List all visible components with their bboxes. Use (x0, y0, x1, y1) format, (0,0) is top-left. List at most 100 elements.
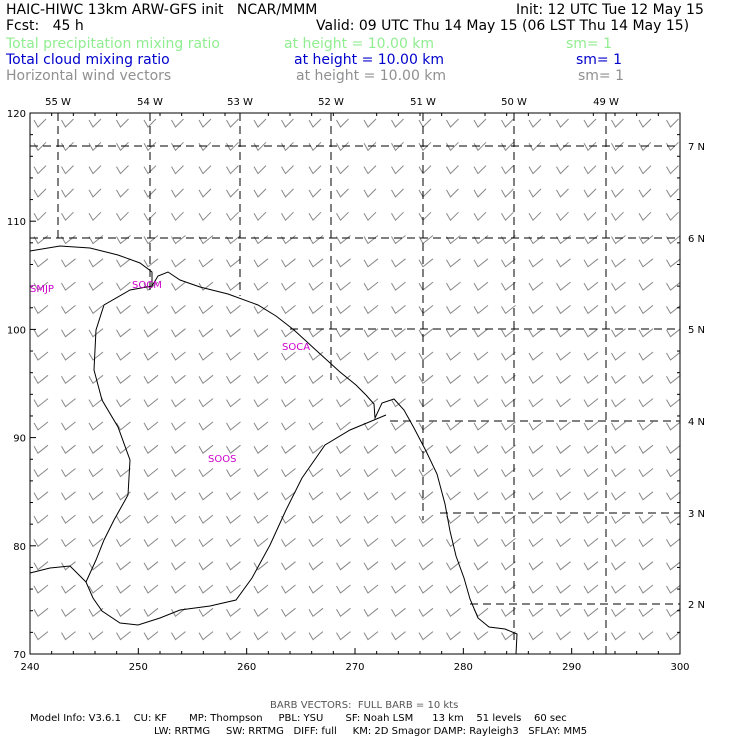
wind-barb (363, 118, 377, 128)
station-label: SOOS (208, 454, 236, 465)
wind-barb (363, 561, 379, 571)
wind-barb (473, 514, 489, 524)
wind-barb (391, 514, 406, 524)
wind-barb (198, 118, 212, 128)
wind-barb (281, 211, 294, 222)
wind-barb (171, 491, 186, 501)
wind-barb (61, 631, 76, 641)
longitude-label: 52 W (318, 97, 344, 108)
wind-barb (611, 538, 626, 548)
wind-barb (638, 584, 654, 594)
wind-barb (198, 165, 212, 175)
wind-barb (391, 631, 406, 641)
wind-barb (61, 235, 76, 245)
wind-barb (171, 165, 184, 175)
wind-barb (638, 211, 652, 222)
station-label: SOCM (132, 280, 162, 291)
wind-barb (363, 258, 379, 268)
wind-barb (583, 444, 599, 454)
wind-barb (281, 118, 294, 128)
wind-barb (446, 421, 461, 431)
wind-barb (33, 538, 49, 548)
wind-barb (446, 444, 461, 454)
wind-barb (143, 607, 159, 618)
wind-barb (253, 118, 267, 128)
field-wind-name: Horizontal wind vectors (6, 68, 172, 84)
wind-barb (501, 305, 516, 315)
wind-barb (391, 235, 406, 245)
wind-barb (363, 607, 379, 618)
wind-barb (116, 421, 131, 431)
wind-barb (61, 444, 76, 454)
wind-barb (253, 561, 269, 571)
wind-barb (226, 351, 241, 361)
wind-barb (116, 258, 131, 268)
wind-barb (363, 305, 379, 315)
wind-barb (611, 514, 626, 524)
wind-barb (446, 398, 461, 408)
wind-barb (198, 631, 214, 641)
wind-barb (501, 584, 516, 594)
wind-barb (281, 561, 296, 571)
wind-barb (666, 211, 679, 222)
wind-barb (418, 421, 434, 431)
wind-barb (418, 491, 434, 501)
wind-barb (33, 468, 49, 478)
y-tick-label: 120 (7, 109, 26, 120)
wind-barb (363, 374, 379, 385)
wind-barb (336, 281, 351, 291)
wind-barb (336, 468, 351, 478)
wind-barb (253, 235, 269, 245)
wind-barb (446, 491, 461, 501)
wind-barb (88, 374, 104, 385)
wind-barb (528, 211, 542, 222)
wind-barb (281, 631, 296, 641)
wind-barb (198, 235, 214, 245)
wind-barb (501, 631, 516, 641)
wind-barb (638, 561, 654, 571)
wind-barb (391, 491, 406, 501)
wind-barb (143, 351, 159, 361)
wind-barb (253, 514, 269, 524)
wind-barb (198, 351, 214, 361)
wind-barb (418, 607, 434, 618)
latitude-label: 6 N (688, 234, 705, 245)
wind-barb (473, 165, 487, 175)
border-french-guiana (85, 414, 387, 626)
wind-barb (171, 468, 186, 478)
wind-barb (116, 351, 131, 361)
longitude-label: 49 W (593, 97, 619, 108)
wind-barb (88, 468, 104, 478)
wind-barb (363, 631, 379, 641)
y-tick-label: 100 (7, 325, 26, 336)
wind-barb (391, 584, 406, 594)
wind-barb (33, 188, 47, 198)
wind-barb (418, 398, 434, 408)
wind-barb (88, 514, 104, 524)
x-tick-label: 300 (670, 662, 689, 673)
wind-barb (583, 607, 599, 618)
wind-barb (143, 188, 157, 198)
wind-barb (171, 328, 186, 338)
x-tick-label: 270 (345, 662, 364, 673)
wind-barb (363, 328, 379, 338)
wind-barb (556, 607, 571, 618)
wind-barb (528, 421, 544, 431)
wind-barb (198, 398, 214, 408)
wind-barb (363, 211, 377, 222)
wind-barb (611, 165, 624, 175)
wind-barb (88, 491, 104, 501)
wind-barb (33, 165, 47, 175)
wind-barb (171, 514, 186, 524)
wind-barb (33, 118, 47, 128)
wind-barb (308, 281, 324, 291)
wind-barb (61, 188, 74, 198)
wind-barb (88, 421, 104, 431)
wind-barb (33, 421, 49, 431)
wind-barb (501, 538, 516, 548)
longitude-labels: 55 W 54 W 53 W 52 W 51 W 50 W 49 W (45, 97, 619, 108)
wind-barb (33, 561, 49, 571)
wind-barb (171, 258, 186, 268)
wind-barb (143, 491, 159, 501)
wind-barb (116, 631, 131, 641)
